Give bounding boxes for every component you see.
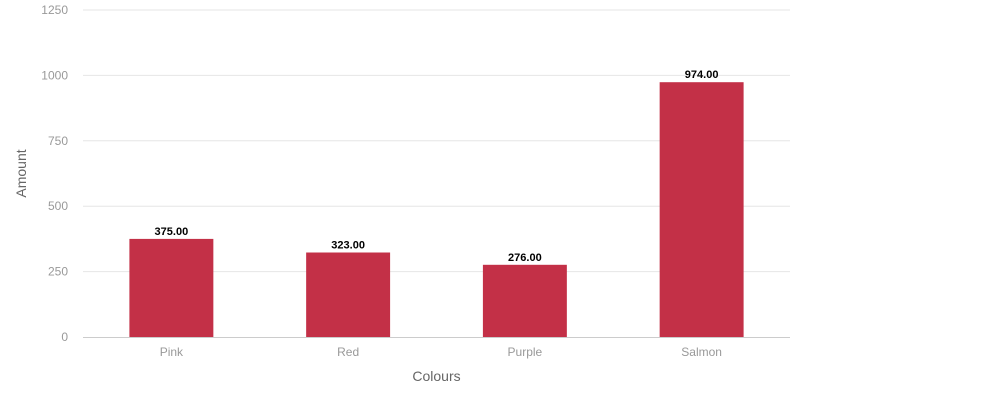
y-tick-label: 500 [48,199,68,213]
x-tick-label: Red [337,345,359,359]
bar-salmon[interactable] [659,82,744,337]
x-tick-label: Pink [160,345,184,359]
data-label: 323.00 [331,240,365,252]
y-tick-label: 1250 [41,3,68,17]
y-axis-title: Amount [13,149,29,197]
bar-pink[interactable] [129,238,214,337]
x-tick-labels: Pink Red Purple Salmon [160,345,722,359]
bar-purple[interactable] [482,264,567,337]
bars [129,82,744,337]
bar-red[interactable] [306,252,391,337]
y-tick-labels: 0 250 500 750 1000 1250 [41,3,68,344]
data-labels: 375.00 323.00 276.00 974.00 [155,69,719,264]
y-tick-label: 250 [48,265,68,279]
y-tick-label: 750 [48,134,68,148]
y-tick-label: 1000 [41,68,68,82]
data-label: 276.00 [508,252,542,264]
x-axis-title: Colours [412,368,460,384]
y-tick-label: 0 [61,330,68,344]
data-label: 375.00 [155,226,189,238]
x-tick-label: Purple [508,345,543,359]
data-label: 974.00 [685,69,719,81]
x-tick-label: Salmon [681,345,722,359]
